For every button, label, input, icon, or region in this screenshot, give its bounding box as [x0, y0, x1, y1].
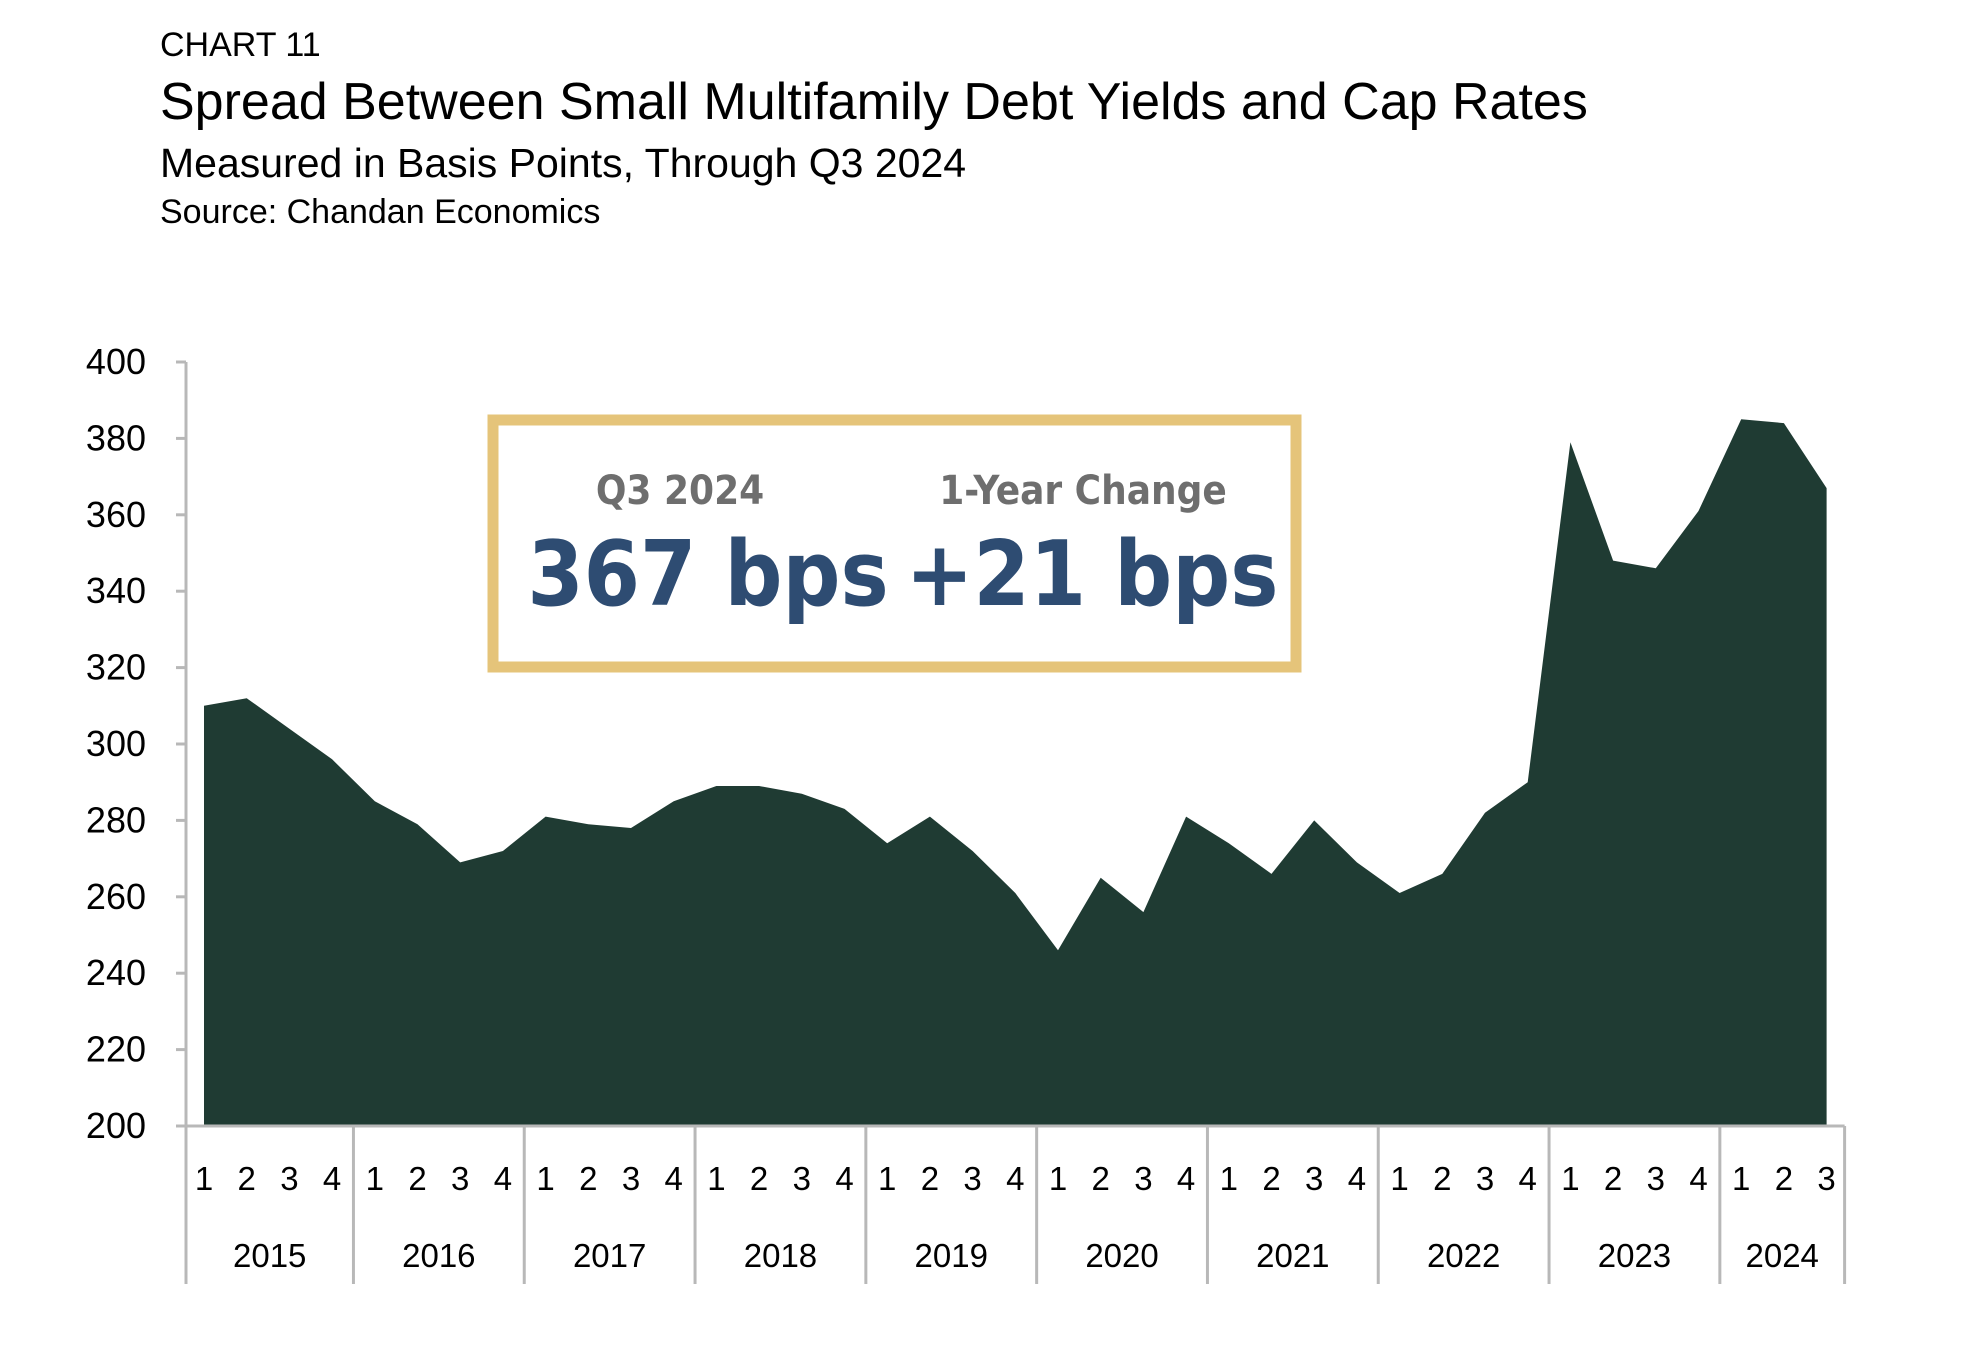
x-quarter-label: 2	[750, 1160, 768, 1197]
x-quarter-label: 4	[1006, 1160, 1024, 1197]
y-tick-label: 380	[86, 417, 146, 458]
spread-area	[204, 419, 1827, 1126]
y-tick-label: 320	[86, 647, 146, 688]
x-year-label: 2021	[1256, 1237, 1329, 1274]
x-quarter-label: 1	[1220, 1160, 1238, 1197]
x-quarter-label: 4	[665, 1160, 683, 1197]
x-year-label: 2023	[1598, 1237, 1671, 1274]
chart-source: Source: Chandan Economics	[160, 193, 601, 231]
x-quarter-label: 3	[1134, 1160, 1152, 1197]
x-quarter-label: 3	[793, 1160, 811, 1197]
x-year-label: 2018	[744, 1237, 817, 1274]
x-quarter-label: 3	[280, 1160, 298, 1197]
y-tick-label: 340	[86, 570, 146, 611]
y-tick-label: 400	[86, 341, 146, 382]
x-year-label: 2024	[1746, 1237, 1819, 1274]
y-tick-label: 220	[86, 1029, 146, 1070]
x-quarter-label: 1	[1390, 1160, 1408, 1197]
callout-border	[487, 414, 1302, 673]
x-quarter-label: 4	[1689, 1160, 1707, 1197]
x-quarter-label: 1	[1049, 1160, 1067, 1197]
x-quarter-label: 2	[1262, 1160, 1280, 1197]
x-quarter-label: 2	[408, 1160, 426, 1197]
x-year-label: 2022	[1427, 1237, 1500, 1274]
x-quarter-label: 2	[1433, 1160, 1451, 1197]
callout-current-label: Q3 2024	[596, 468, 764, 514]
y-tick-label: 200	[86, 1105, 146, 1146]
x-quarter-label: 3	[1476, 1160, 1494, 1197]
y-tick-label: 240	[86, 952, 146, 993]
x-quarter-label: 1	[707, 1160, 725, 1197]
x-year-label: 2015	[233, 1237, 306, 1274]
x-quarter-label: 4	[494, 1160, 512, 1197]
x-year-label: 2016	[402, 1237, 475, 1274]
x-quarter-label: 1	[536, 1160, 554, 1197]
x-quarter-label: 2	[1604, 1160, 1622, 1197]
x-quarter-label: 2	[238, 1160, 256, 1197]
callout-box: Q3 2024 367 bps 1-Year Change +21 bps	[487, 414, 1302, 673]
x-quarter-label: 4	[1348, 1160, 1366, 1197]
x-quarter-label: 3	[1647, 1160, 1665, 1197]
x-year-label: 2020	[1085, 1237, 1158, 1274]
x-quarter-label: 1	[1732, 1160, 1750, 1197]
x-quarter-label: 3	[1817, 1160, 1835, 1197]
x-year-label: 2019	[915, 1237, 988, 1274]
x-quarter-label: 1	[195, 1160, 213, 1197]
y-tick-label: 360	[86, 494, 146, 535]
x-quarter-label: 1	[1561, 1160, 1579, 1197]
x-year-label: 2017	[573, 1237, 646, 1274]
y-tick-label: 260	[86, 876, 146, 917]
x-quarter-label: 4	[323, 1160, 341, 1197]
callout-current-value: 367 bps	[527, 522, 888, 627]
x-quarter-label: 4	[1177, 1160, 1195, 1197]
x-quarter-label: 2	[1775, 1160, 1793, 1197]
callout-change-label: 1-Year Change	[939, 468, 1227, 514]
x-quarter-label: 2	[921, 1160, 939, 1197]
x-quarter-label: 4	[1519, 1160, 1537, 1197]
y-tick-label: 300	[86, 723, 146, 764]
x-quarter-label: 4	[835, 1160, 853, 1197]
chart-title: Spread Between Small Multifamily Debt Yi…	[160, 73, 1588, 131]
callout-change-value: +21 bps	[906, 522, 1279, 627]
chart-subtitle: Measured in Basis Points, Through Q3 202…	[160, 140, 967, 186]
x-quarter-label: 3	[451, 1160, 469, 1197]
y-axis: 200 220 240 260 280 300 320 340 360 380 400	[86, 341, 188, 1146]
x-quarter-label: 1	[878, 1160, 896, 1197]
x-quarter-label: 3	[622, 1160, 640, 1197]
x-quarter-label: 3	[1305, 1160, 1323, 1197]
chart-label: CHART 11	[160, 26, 321, 64]
x-quarter-label: 3	[963, 1160, 981, 1197]
x-quarter-label: 2	[1092, 1160, 1110, 1197]
y-tick-label: 280	[86, 799, 146, 840]
x-quarter-label: 2	[579, 1160, 597, 1197]
x-quarter-label: 1	[366, 1160, 384, 1197]
